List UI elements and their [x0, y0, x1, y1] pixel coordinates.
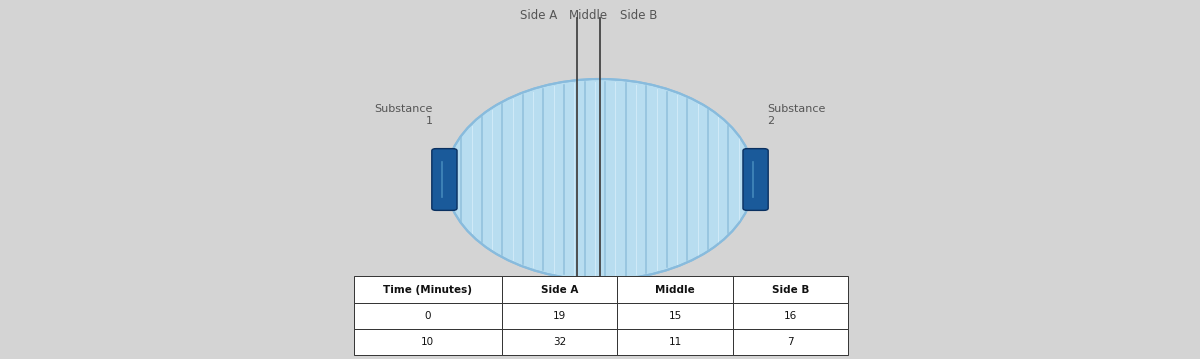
Bar — [354, 303, 502, 329]
Text: Side A: Side A — [520, 9, 557, 22]
Text: Side B: Side B — [772, 285, 809, 295]
Text: 15: 15 — [668, 311, 682, 321]
Text: Substance
1: Substance 1 — [374, 104, 432, 126]
Bar — [502, 329, 617, 355]
Bar — [502, 276, 617, 303]
Bar — [354, 276, 502, 303]
Text: 10: 10 — [421, 337, 434, 347]
Bar — [733, 276, 848, 303]
Ellipse shape — [446, 79, 754, 280]
Text: 16: 16 — [784, 311, 797, 321]
Text: Side A: Side A — [541, 285, 578, 295]
Bar — [617, 303, 733, 329]
Text: 32: 32 — [553, 337, 566, 347]
Bar — [502, 303, 617, 329]
Bar — [354, 329, 502, 355]
FancyBboxPatch shape — [743, 149, 768, 210]
Text: Side B: Side B — [620, 9, 658, 22]
Text: 19: 19 — [553, 311, 566, 321]
FancyBboxPatch shape — [432, 149, 457, 210]
Text: Figure 1. Fruit fly choice chamber: Figure 1. Fruit fly choice chamber — [506, 318, 694, 328]
Text: Substance
2: Substance 2 — [768, 104, 826, 126]
Text: Middle: Middle — [655, 285, 695, 295]
Text: 11: 11 — [668, 337, 682, 347]
Bar — [617, 329, 733, 355]
Text: Middle: Middle — [569, 9, 608, 22]
Bar — [733, 329, 848, 355]
Bar — [733, 303, 848, 329]
Text: Time (Minutes): Time (Minutes) — [383, 285, 473, 295]
Text: 7: 7 — [787, 337, 794, 347]
Text: 0: 0 — [425, 311, 431, 321]
Bar — [617, 276, 733, 303]
